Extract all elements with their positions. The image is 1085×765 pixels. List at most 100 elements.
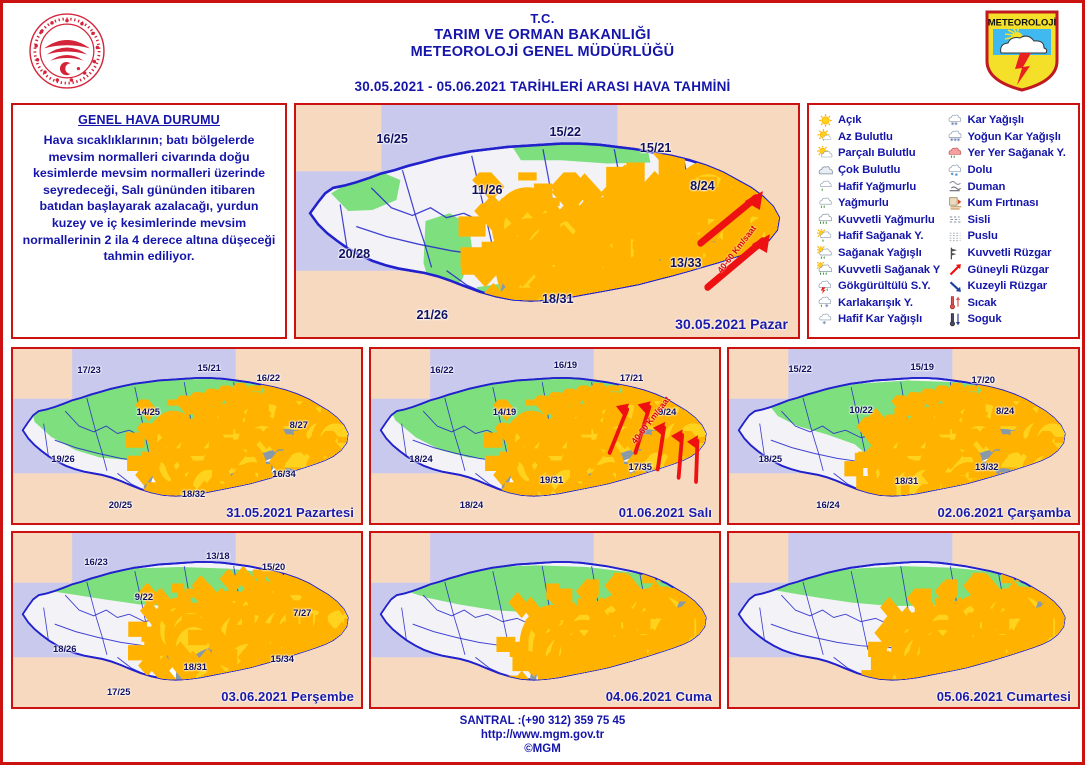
temperature-label: 13/32 [975, 461, 999, 473]
light-shower-icon [816, 228, 834, 244]
temperature-label: 18/24 [409, 452, 433, 464]
cloudy-icon [817, 163, 834, 178]
legend-item-label: Hafif Kar Yağışlı [838, 313, 923, 326]
map-date-label: 04.06.2021 Cuma [605, 689, 712, 704]
country-shape [21, 377, 349, 497]
map-canvas [13, 349, 361, 523]
temperature-label: 18/32 [181, 488, 206, 500]
svg-text:✳: ✳ [825, 304, 829, 310]
svg-text:✳: ✳ [953, 121, 957, 127]
temperature-label: 16/24 [816, 498, 840, 510]
legend-item: Kuvvetli Rüzgar [947, 245, 1075, 262]
temperature-label: 15/20 [261, 560, 286, 572]
temperature-label: 14/25 [136, 406, 160, 418]
fog-icon [947, 212, 964, 227]
legend-item: Az Bulutlu [817, 129, 945, 146]
thunderstorm-icon [817, 279, 834, 294]
legend-item-label: Dolu [967, 164, 993, 177]
map-canvas [296, 105, 798, 337]
temperature-label: 15/34 [270, 653, 294, 665]
light-rain-icon [817, 179, 834, 194]
legend-item-label: Kuvvetli Yağmurlu [838, 213, 935, 226]
legend-item: Yer Yer Sağanak Y. [947, 145, 1075, 162]
legend-item-label: Yağmurlu [838, 197, 889, 210]
legend-item: Duman [947, 178, 1075, 195]
general-weather-panel: GENEL HAVA DURUMU Hava sıcaklıklarının; … [11, 103, 287, 339]
temperature-label: 10/22 [849, 403, 873, 415]
forecast-map-pazartesi[interactable]: 17/23 15/21 16/22 14/25 8/27 19/26 16/34 18/32 2… [11, 347, 363, 525]
temperature-label: 20/28 [338, 246, 371, 261]
legend-item: Dolu [947, 162, 1075, 179]
legend-item: ✳ ✳ Kar Yağışlı [947, 112, 1075, 129]
footer-copyright: ©MGM [524, 743, 561, 755]
scattered-shower-icon [947, 146, 964, 161]
map-canvas [371, 533, 719, 707]
temperature-label: 8/27 [289, 419, 308, 431]
legend-column-right: ✳ ✳ Kar Yağışlı ✳ ✳ ✳ Yoğun Kar Yağışlı Yer Yer… [947, 112, 1075, 328]
temperature-label: 16/22 [256, 372, 281, 384]
heavy-shower-icon [815, 260, 834, 277]
temperature-label: 18/31 [183, 660, 207, 672]
header-title-block: T.C. TARIM VE ORMAN BAKANLIĞI METEOROLOJ… [153, 11, 932, 94]
forecast-map-pazar[interactable]: 16/25 15/22 15/21 11/26 8/24 20/28 13/33 21/26 1… [294, 103, 800, 339]
temperature-label: 18/31 [541, 291, 574, 306]
forecast-map-sali[interactable]: 16/22 16/19 17/21 14/19 9/24 18/24 17/35 19/31 1… [369, 347, 721, 525]
sun-small-cloud-icon [817, 129, 834, 144]
hot-thermometer-icon [947, 295, 964, 310]
page-header: T.C. TARIM VE ORMAN BAKANLIĞI METEOROLOJ… [3, 3, 1082, 99]
legend-item: Puslu [947, 228, 1075, 245]
header-tc: T.C. [530, 11, 555, 26]
sleet-icon: ✳ [817, 295, 834, 310]
temperature-label: 16/23 [84, 555, 108, 567]
forecast-map-carsamba[interactable]: 15/22 15/19 17/20 10/22 8/24 18/25 13/32 18/31 1… [727, 347, 1080, 525]
legend-item: Kuvvetli Sağanak Y [815, 260, 945, 278]
footer: SANTRAL :(+90 312) 359 75 45 http://www.… [3, 714, 1082, 756]
legend-item: Gökgürültülü S.Y. [817, 278, 945, 295]
country-shape [737, 561, 1066, 681]
legend-item-label: Sisli [967, 213, 991, 226]
hail-icon [947, 163, 964, 178]
legend-item-label: Kar Yağışlı [967, 114, 1025, 127]
legend-item-label: Soguk [967, 313, 1002, 326]
legend-item: Sağanak Yağışlı [816, 244, 945, 262]
temperature-label: 15/21 [639, 140, 672, 155]
temperature-label: 17/35 [628, 461, 652, 473]
temperature-label: 16/22 [430, 363, 454, 375]
header-directorate: METEOROLOJİ GENEL MÜDÜRLÜĞÜ [410, 44, 675, 60]
svg-text:✳: ✳ [956, 138, 960, 144]
temperature-label: 17/21 [619, 371, 644, 383]
rain-icon [817, 196, 834, 211]
legend-item-label: Hafif Sağanak Y. [838, 230, 924, 243]
legend-item-label: Yer Yer Sağanak Y. [967, 147, 1066, 160]
temperature-label: 17/25 [106, 686, 131, 698]
heavy-snow-icon: ✳ ✳ ✳ [947, 129, 964, 144]
legend-item-label: Kuzeyli Rüzgar [967, 280, 1048, 293]
mist-icon [947, 229, 964, 244]
country-shape [21, 561, 349, 681]
legend-item-label: Az Bulutlu [838, 130, 893, 143]
strong-wind-icon [947, 246, 964, 261]
temperature-label: 15/21 [197, 362, 221, 374]
legend-item: Kum Fırtınası [947, 195, 1075, 212]
temperature-label: 16/19 [553, 359, 578, 371]
temperature-label: 18/26 [53, 643, 77, 655]
temperature-label: 16/25 [376, 131, 408, 146]
footer-website[interactable]: http://www.mgm.gov.tr [480, 729, 605, 741]
legend-item: Hafif Yağmurlu [817, 178, 945, 195]
forecast-map-cuma[interactable]: 04.06.2021 Cuma [369, 531, 721, 709]
general-weather-text: Hava sıcaklıklarının; batı bölgelerde me… [22, 133, 276, 264]
forecast-map-persembe[interactable]: 16/23 13/18 15/20 9/22 7/27 18/26 15/34 18/31 17… [11, 531, 363, 709]
meteoroloji-logo-icon: METEOROLOJİ [985, 10, 1059, 92]
forecast-map-cumartesi[interactable]: 05.06.2021 Cumartesi [727, 531, 1080, 709]
temperature-label: 17/23 [77, 363, 101, 375]
map-canvas [729, 349, 1078, 523]
snow-icon: ✳ ✳ [947, 113, 964, 128]
legend-item-label: Açık [838, 114, 862, 127]
svg-text:✳: ✳ [949, 138, 953, 144]
map-date-label: 31.05.2021 Pazartesi [226, 505, 354, 520]
legend-item: Yağmurlu [817, 195, 945, 212]
temperature-label: 19/31 [539, 474, 564, 486]
map-canvas [13, 533, 361, 707]
legend-item-label: Çok Bulutlu [838, 164, 901, 177]
